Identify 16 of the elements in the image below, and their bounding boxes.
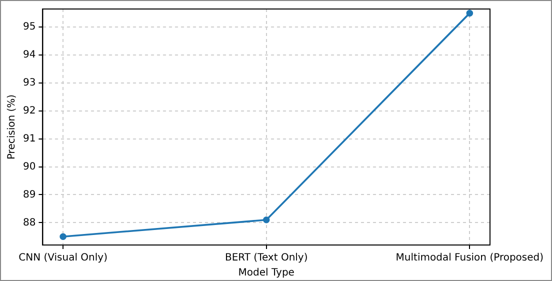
y-tick-label: 95 bbox=[22, 22, 36, 33]
y-tick-label: 92 bbox=[22, 106, 36, 117]
y-tick-label: 93 bbox=[22, 78, 36, 89]
y-tick-label: 91 bbox=[22, 133, 36, 144]
x-tick-label: BERT (Text Only) bbox=[224, 252, 308, 264]
point bbox=[466, 10, 474, 17]
y-tick-label: 88 bbox=[22, 217, 36, 228]
x-tick-label: CNN (Visual Only) bbox=[18, 252, 108, 264]
x-tick-label: Multimodal Fusion (Proposed) bbox=[396, 252, 544, 264]
x-axis-title: Model Type bbox=[238, 268, 294, 279]
point bbox=[262, 216, 270, 224]
point bbox=[60, 233, 66, 240]
y-tick-label: 90 bbox=[22, 161, 36, 172]
y-axis-title: Precision (%) bbox=[6, 94, 18, 160]
y-tick-label: 94 bbox=[22, 50, 36, 61]
y-tick-label: 89 bbox=[22, 189, 36, 200]
